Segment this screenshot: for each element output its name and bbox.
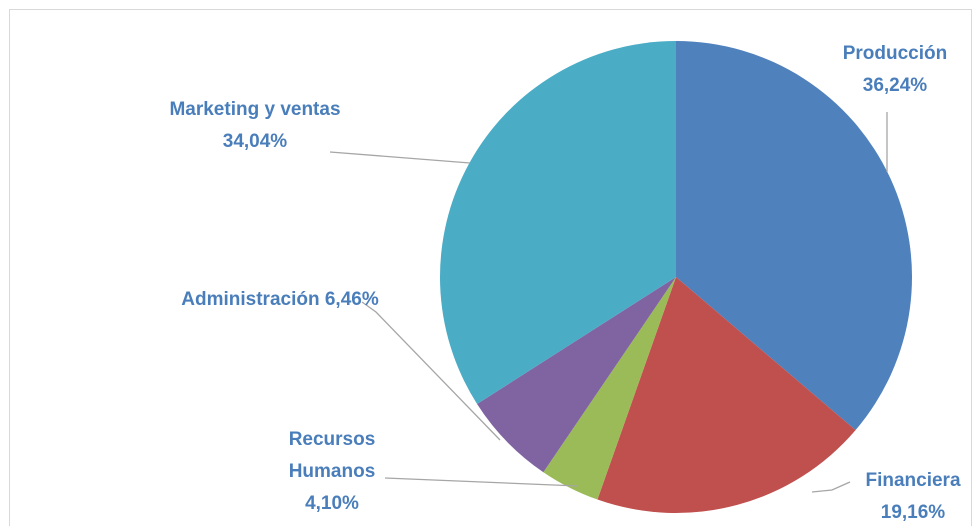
pie-slice (543, 277, 676, 500)
pie-slice (440, 41, 676, 404)
value-label: 4,10% (305, 493, 359, 514)
leader-line (361, 301, 501, 441)
category-label: Producción (842, 43, 948, 64)
category-label: Administración (181, 289, 320, 310)
value-label: 34,04% (222, 131, 288, 152)
leader-line (329, 151, 471, 164)
pie-slice (477, 277, 676, 473)
value-label: 19,16% (880, 502, 946, 523)
data-label: Financiera 19,16% (838, 465, 976, 526)
pie-slice (676, 41, 913, 431)
leader-line (811, 481, 851, 493)
value-label: 6,46% (324, 289, 379, 310)
data-label: Administración 6,46% (180, 284, 380, 316)
leader-line (384, 477, 579, 487)
data-label: Producción 36,24% (830, 38, 960, 102)
data-label: Recursos Humanos 4,10% (262, 424, 402, 520)
data-label: Marketing y ventas 34,04% (160, 94, 350, 158)
value-label: 36,24% (862, 75, 928, 96)
category-label: Marketing y ventas (169, 99, 341, 120)
category-label: Financiera (865, 470, 961, 491)
category-label: Recursos Humanos (288, 429, 376, 482)
pie-slice (597, 277, 856, 513)
